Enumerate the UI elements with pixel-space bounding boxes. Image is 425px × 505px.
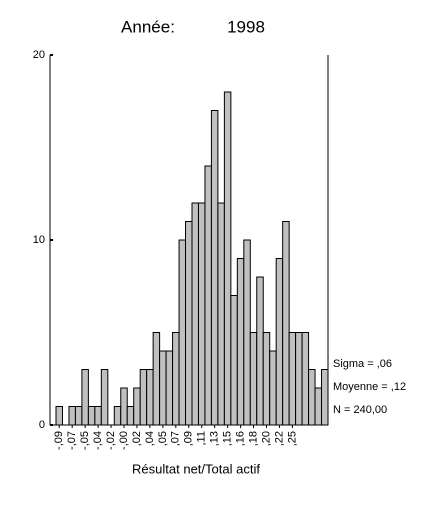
- bar: [55, 406, 63, 426]
- bar: [191, 202, 199, 426]
- bar: [74, 406, 83, 426]
- bar: [197, 202, 206, 426]
- bar: [133, 387, 141, 426]
- x-tick-label: ,09: [183, 431, 195, 446]
- title-label: Année:: [121, 17, 175, 36]
- bar: [81, 369, 89, 426]
- bar: [100, 369, 109, 426]
- bar: [159, 350, 167, 426]
- bar: [314, 387, 323, 426]
- bar: [152, 332, 161, 426]
- x-tick-label: ,22: [273, 431, 285, 446]
- x-tick-label: ,04: [144, 431, 156, 446]
- bar: [249, 332, 258, 426]
- bar: [223, 91, 232, 426]
- x-tick-label: ,05: [157, 431, 169, 446]
- bar: [308, 369, 316, 426]
- bar: [230, 295, 238, 426]
- x-tick-label: -,09: [53, 431, 65, 450]
- x-tick-label: ,02: [131, 431, 143, 446]
- bar: [243, 239, 251, 426]
- x-tick-label: ,07: [170, 431, 182, 446]
- x-tick-label: -,07: [66, 431, 78, 450]
- bar: [204, 165, 212, 426]
- x-tick-label: ,25: [286, 431, 298, 446]
- stat: N = 240,00: [333, 404, 387, 416]
- bar: [165, 350, 174, 426]
- x-tick-label: ,20: [260, 431, 272, 446]
- bar: [210, 110, 219, 426]
- bar: [256, 276, 264, 426]
- bar: [113, 406, 122, 426]
- x-axis-title: Résultat net/Total actif: [132, 461, 260, 476]
- bar: [126, 406, 135, 426]
- bar: [269, 350, 277, 426]
- bar: [321, 369, 329, 426]
- bar: [172, 332, 180, 426]
- x-tick-label: ,11: [196, 431, 208, 445]
- bar: [236, 258, 245, 426]
- bar: [87, 406, 96, 426]
- x-tick-label: -,00: [118, 431, 130, 450]
- x-tick-label: ,15: [222, 431, 234, 446]
- x-tick-label: -,02: [105, 431, 117, 450]
- bar: [94, 406, 102, 426]
- bar: [282, 221, 290, 426]
- bar: [262, 332, 271, 426]
- y-tick-label: 0: [39, 419, 45, 431]
- bar: [139, 369, 148, 426]
- x-tick-label: -,05: [79, 431, 91, 450]
- x-tick-label: ,16: [234, 431, 246, 446]
- bar: [178, 239, 187, 426]
- bar: [217, 202, 225, 426]
- y-tick-label: 20: [33, 49, 45, 61]
- x-tick-label: ,13: [209, 431, 221, 446]
- bar: [185, 221, 193, 426]
- bar: [146, 369, 154, 426]
- stat: Moyenne = ,12: [333, 381, 406, 393]
- x-tick-label: ,18: [247, 431, 259, 446]
- bar: [275, 258, 284, 426]
- bar: [301, 332, 310, 426]
- y-tick-label: 10: [33, 234, 45, 246]
- bar: [120, 387, 128, 426]
- bar: [295, 332, 303, 426]
- chart-title: 1998: [227, 17, 265, 36]
- stat: Sigma = ,06: [333, 358, 392, 370]
- bar: [288, 332, 297, 426]
- x-tick-label: -,04: [92, 431, 104, 450]
- bar: [68, 406, 76, 426]
